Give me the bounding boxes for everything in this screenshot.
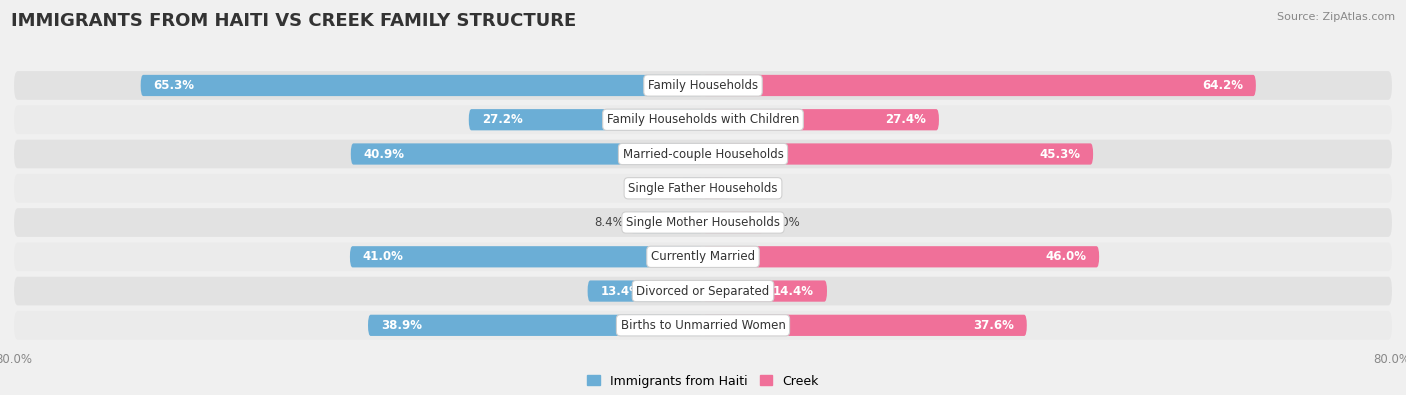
FancyBboxPatch shape: [681, 178, 703, 199]
FancyBboxPatch shape: [703, 246, 1099, 267]
Text: IMMIGRANTS FROM HAITI VS CREEK FAMILY STRUCTURE: IMMIGRANTS FROM HAITI VS CREEK FAMILY ST…: [11, 12, 576, 30]
FancyBboxPatch shape: [14, 243, 1392, 271]
Text: Family Households with Children: Family Households with Children: [607, 113, 799, 126]
Text: 45.3%: 45.3%: [1039, 147, 1080, 160]
FancyBboxPatch shape: [14, 208, 1392, 237]
FancyBboxPatch shape: [703, 212, 763, 233]
FancyBboxPatch shape: [14, 105, 1392, 134]
FancyBboxPatch shape: [703, 109, 939, 130]
FancyBboxPatch shape: [703, 178, 725, 199]
FancyBboxPatch shape: [631, 212, 703, 233]
Text: Single Father Households: Single Father Households: [628, 182, 778, 195]
Text: 27.4%: 27.4%: [886, 113, 927, 126]
Text: 37.6%: 37.6%: [973, 319, 1014, 332]
FancyBboxPatch shape: [14, 71, 1392, 100]
Text: Family Households: Family Households: [648, 79, 758, 92]
FancyBboxPatch shape: [141, 75, 703, 96]
FancyBboxPatch shape: [703, 75, 1256, 96]
FancyBboxPatch shape: [703, 315, 1026, 336]
FancyBboxPatch shape: [350, 143, 703, 165]
FancyBboxPatch shape: [14, 174, 1392, 203]
FancyBboxPatch shape: [14, 140, 1392, 168]
FancyBboxPatch shape: [14, 277, 1392, 305]
Text: 41.0%: 41.0%: [363, 250, 404, 263]
Text: 40.9%: 40.9%: [364, 147, 405, 160]
Text: 2.6%: 2.6%: [644, 182, 673, 195]
Text: 64.2%: 64.2%: [1202, 79, 1243, 92]
Text: 65.3%: 65.3%: [153, 79, 194, 92]
Text: 8.4%: 8.4%: [593, 216, 624, 229]
Text: Single Mother Households: Single Mother Households: [626, 216, 780, 229]
Text: Divorced or Separated: Divorced or Separated: [637, 284, 769, 297]
Text: Births to Unmarried Women: Births to Unmarried Women: [620, 319, 786, 332]
Text: 13.4%: 13.4%: [600, 284, 641, 297]
Text: 27.2%: 27.2%: [482, 113, 523, 126]
Text: 46.0%: 46.0%: [1045, 250, 1087, 263]
FancyBboxPatch shape: [703, 280, 827, 302]
Legend: Immigrants from Haiti, Creek: Immigrants from Haiti, Creek: [582, 370, 824, 393]
FancyBboxPatch shape: [588, 280, 703, 302]
Text: Currently Married: Currently Married: [651, 250, 755, 263]
FancyBboxPatch shape: [14, 311, 1392, 340]
FancyBboxPatch shape: [350, 246, 703, 267]
Text: 7.0%: 7.0%: [770, 216, 800, 229]
Text: Source: ZipAtlas.com: Source: ZipAtlas.com: [1277, 12, 1395, 22]
FancyBboxPatch shape: [468, 109, 703, 130]
FancyBboxPatch shape: [703, 143, 1092, 165]
FancyBboxPatch shape: [368, 315, 703, 336]
Text: 38.9%: 38.9%: [381, 319, 422, 332]
Text: Married-couple Households: Married-couple Households: [623, 147, 783, 160]
Text: 2.6%: 2.6%: [733, 182, 762, 195]
Text: 14.4%: 14.4%: [773, 284, 814, 297]
